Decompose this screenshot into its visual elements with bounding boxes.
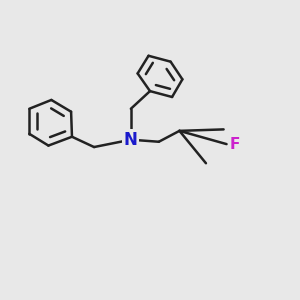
Text: F: F [230,136,241,152]
Text: N: N [124,131,138,149]
